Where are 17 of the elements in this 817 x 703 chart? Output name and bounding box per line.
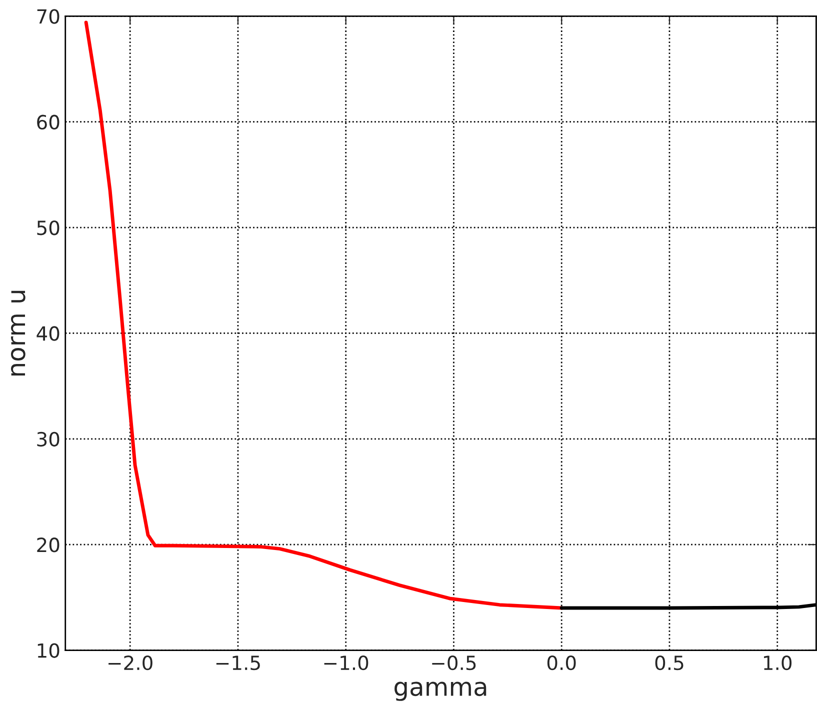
y-axis-title: norm u xyxy=(11,290,26,376)
y-tick-label: 70 xyxy=(37,9,60,24)
x-tick-label: −1.0 xyxy=(324,655,368,670)
y-tick-label: 20 xyxy=(37,538,60,552)
x-tick-label: 1.0 xyxy=(764,655,792,670)
line-series xyxy=(84,20,564,610)
x-tick-label: 0.5 xyxy=(655,655,684,670)
y-tick-label: 50 xyxy=(37,220,60,236)
y-tick-label: 60 xyxy=(37,114,60,130)
y-tick-label: 10 xyxy=(38,643,60,658)
x-tick-label: 0.0 xyxy=(547,655,576,670)
y-tick-label: 40 xyxy=(36,326,60,341)
x-axis-title: gamma xyxy=(394,682,486,701)
x-tick-label: −2.0 xyxy=(108,655,152,670)
x-tick-label: −0.5 xyxy=(432,655,476,670)
x-tick-label: −1.5 xyxy=(216,656,260,670)
y-tick-label: 30 xyxy=(37,432,60,447)
